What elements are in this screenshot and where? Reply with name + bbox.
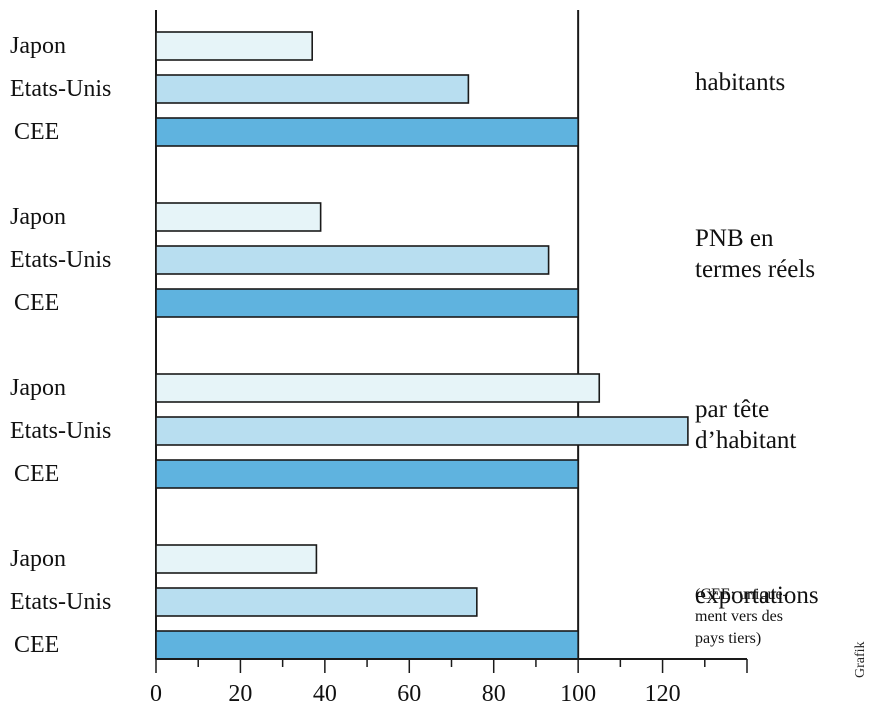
- group-label-line: PNB en: [695, 225, 774, 252]
- country-label-etats-unis: Etats-Unis: [10, 247, 111, 273]
- bar-etats-unis-group-3: [155, 416, 689, 446]
- country-label-cee: CEE: [14, 461, 59, 487]
- chart-labels-layer: Japon Etats-Unis CEE habitants Japon Etats-Un…: [10, 33, 819, 658]
- bar-etats-unis-group-1: [155, 74, 470, 104]
- chart-bars-layer: [155, 31, 689, 660]
- bar-cee-group-1: [155, 117, 579, 147]
- group-label-line: termes réels: [695, 256, 815, 283]
- x-axis: 0 20 40 60 80 100 120: [150, 658, 748, 707]
- group-note-line: (CEE: unique-: [695, 586, 788, 603]
- group-note-line: ment vers des: [695, 608, 783, 625]
- bar-etats-unis-group-2: [155, 245, 550, 275]
- group-label-line: par tête: [695, 396, 769, 423]
- bar-japon-group-2: [155, 202, 322, 232]
- country-label-japon: Japon: [10, 546, 66, 572]
- credit-text: Grafik: [853, 641, 868, 678]
- country-label-etats-unis: Etats-Unis: [10, 418, 111, 444]
- bar-cee-group-2: [155, 288, 579, 318]
- country-label-cee: CEE: [14, 290, 59, 316]
- country-label-cee: CEE: [14, 632, 59, 658]
- x-tick-label: 20: [228, 681, 252, 707]
- bar-japon-group-3: [155, 373, 601, 403]
- country-label-japon: Japon: [10, 33, 66, 59]
- group-label-line: exportations: [695, 582, 819, 609]
- group-label-line: d’habitant: [695, 427, 796, 454]
- bar-cee-group-4: [155, 630, 579, 660]
- group-label-line: habitants: [695, 69, 785, 96]
- bar-etats-unis-group-4: [155, 587, 478, 617]
- x-tick-label: 40: [313, 681, 337, 707]
- country-label-cee: CEE: [14, 119, 59, 145]
- x-tick-label: 120: [645, 681, 681, 707]
- x-tick-label: 100: [560, 681, 596, 707]
- bar-cee-group-3: [155, 459, 579, 489]
- x-tick-label: 80: [482, 681, 506, 707]
- country-label-japon: Japon: [10, 375, 66, 401]
- country-label-etats-unis: Etats-Unis: [10, 589, 111, 615]
- country-label-etats-unis: Etats-Unis: [10, 76, 111, 102]
- bar-japon-group-1: [155, 31, 313, 61]
- bar-japon-group-4: [155, 544, 318, 574]
- x-tick-label: 60: [397, 681, 421, 707]
- group-note-line: pays tiers): [695, 630, 761, 647]
- x-tick-label: 0: [150, 681, 162, 707]
- country-label-japon: Japon: [10, 204, 66, 230]
